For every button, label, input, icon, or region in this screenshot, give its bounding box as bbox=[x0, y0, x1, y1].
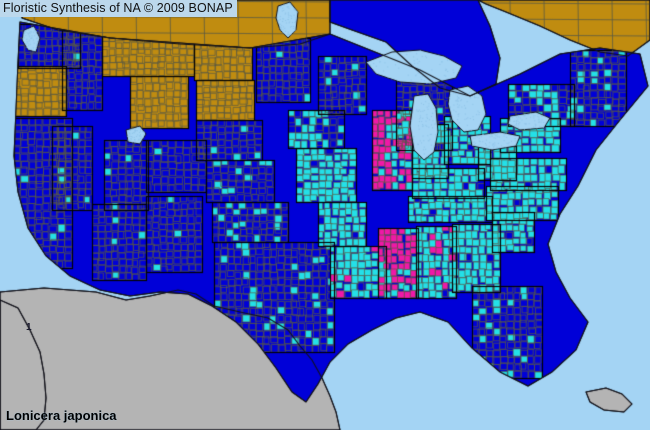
species-name-label: Lonicera japonica bbox=[6, 408, 117, 423]
map-header-band: Floristic Synthesis of NA © 2009 BONAP bbox=[0, 0, 237, 17]
region-marker-1: 1 bbox=[26, 322, 32, 333]
map-attribution-title: Floristic Synthesis of NA © 2009 BONAP bbox=[3, 1, 233, 15]
